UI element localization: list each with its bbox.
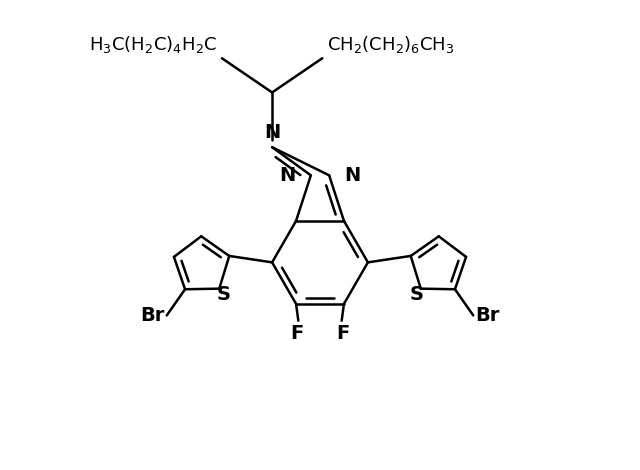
Text: Br: Br: [140, 306, 164, 325]
Text: H$_3$C(H$_2$C)$_4$H$_2$C: H$_3$C(H$_2$C)$_4$H$_2$C: [89, 33, 218, 55]
Text: Br: Br: [476, 306, 500, 325]
Text: CH$_2$(CH$_2$)$_6$CH$_3$: CH$_2$(CH$_2$)$_6$CH$_3$: [327, 33, 454, 55]
Text: F: F: [337, 324, 349, 344]
Text: S: S: [410, 285, 423, 304]
Text: S: S: [217, 285, 230, 304]
Text: N: N: [264, 123, 280, 142]
Text: N: N: [280, 166, 296, 185]
Text: N: N: [344, 166, 360, 185]
Text: F: F: [291, 324, 303, 344]
